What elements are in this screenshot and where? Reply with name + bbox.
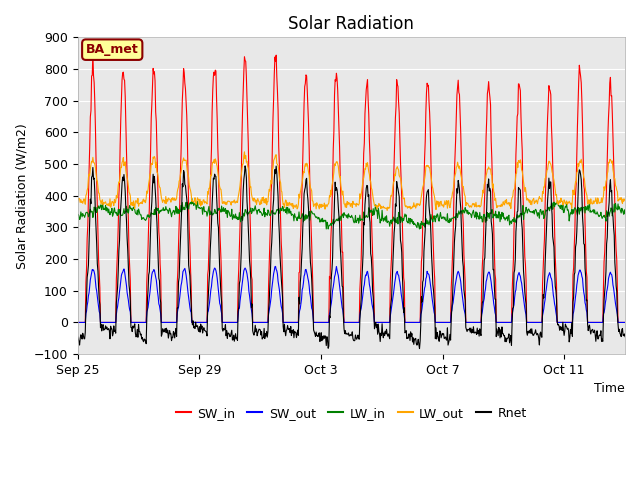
- Rnet: [273, 181, 281, 187]
- SW_in: [89, 51, 97, 57]
- LW_in: [74, 211, 81, 217]
- Line: SW_in: SW_in: [77, 54, 625, 323]
- SW_out: [93, 294, 101, 300]
- Line: SW_out: SW_out: [77, 266, 625, 323]
- LW_out: [621, 197, 629, 203]
- Line: LW_in: LW_in: [77, 198, 625, 229]
- Rnet: [203, 329, 211, 335]
- Rnet: [415, 346, 423, 351]
- SW_out: [303, 269, 310, 275]
- LW_in: [385, 219, 393, 225]
- LW_out: [517, 160, 525, 166]
- LW_out: [74, 198, 81, 204]
- SW_out: [385, 320, 392, 325]
- SW_out: [516, 274, 524, 279]
- Line: LW_out: LW_out: [77, 152, 625, 210]
- Title: Solar Radiation: Solar Radiation: [289, 15, 414, 33]
- SW_out: [272, 264, 280, 269]
- SW_out: [74, 320, 81, 325]
- Rnet: [517, 208, 525, 214]
- LW_in: [621, 211, 629, 216]
- LW_out: [203, 200, 211, 206]
- SW_in: [621, 320, 629, 325]
- LW_out: [303, 160, 310, 166]
- Rnet: [241, 163, 249, 169]
- Y-axis label: Solar Radiation (W/m2): Solar Radiation (W/m2): [15, 123, 28, 269]
- Legend: SW_in, SW_out, LW_in, LW_out, Rnet: SW_in, SW_out, LW_in, LW_out, Rnet: [171, 402, 532, 424]
- LW_out: [385, 205, 393, 211]
- Line: Rnet: Rnet: [77, 166, 625, 348]
- SW_out: [273, 271, 281, 277]
- LW_in: [203, 213, 211, 219]
- Rnet: [621, 334, 629, 339]
- SW_in: [516, 88, 524, 94]
- LW_in: [93, 207, 101, 213]
- LW_in: [303, 212, 310, 218]
- SW_in: [74, 320, 81, 325]
- LW_in: [273, 207, 281, 213]
- Text: BA_met: BA_met: [86, 43, 139, 56]
- SW_in: [273, 88, 281, 94]
- Rnet: [93, 261, 101, 266]
- LW_in: [517, 212, 525, 218]
- LW_out: [241, 149, 248, 155]
- LW_out: [383, 207, 391, 213]
- LW_out: [273, 161, 281, 167]
- X-axis label: Time: Time: [595, 383, 625, 396]
- LW_in: [324, 226, 332, 232]
- Rnet: [74, 334, 81, 339]
- SW_in: [203, 320, 211, 325]
- SW_out: [203, 320, 211, 325]
- LW_in: [188, 195, 196, 201]
- SW_in: [385, 320, 392, 325]
- Rnet: [303, 176, 310, 181]
- SW_in: [303, 73, 310, 79]
- SW_out: [621, 320, 629, 325]
- Rnet: [385, 331, 392, 337]
- LW_out: [93, 178, 101, 184]
- SW_in: [94, 228, 102, 234]
